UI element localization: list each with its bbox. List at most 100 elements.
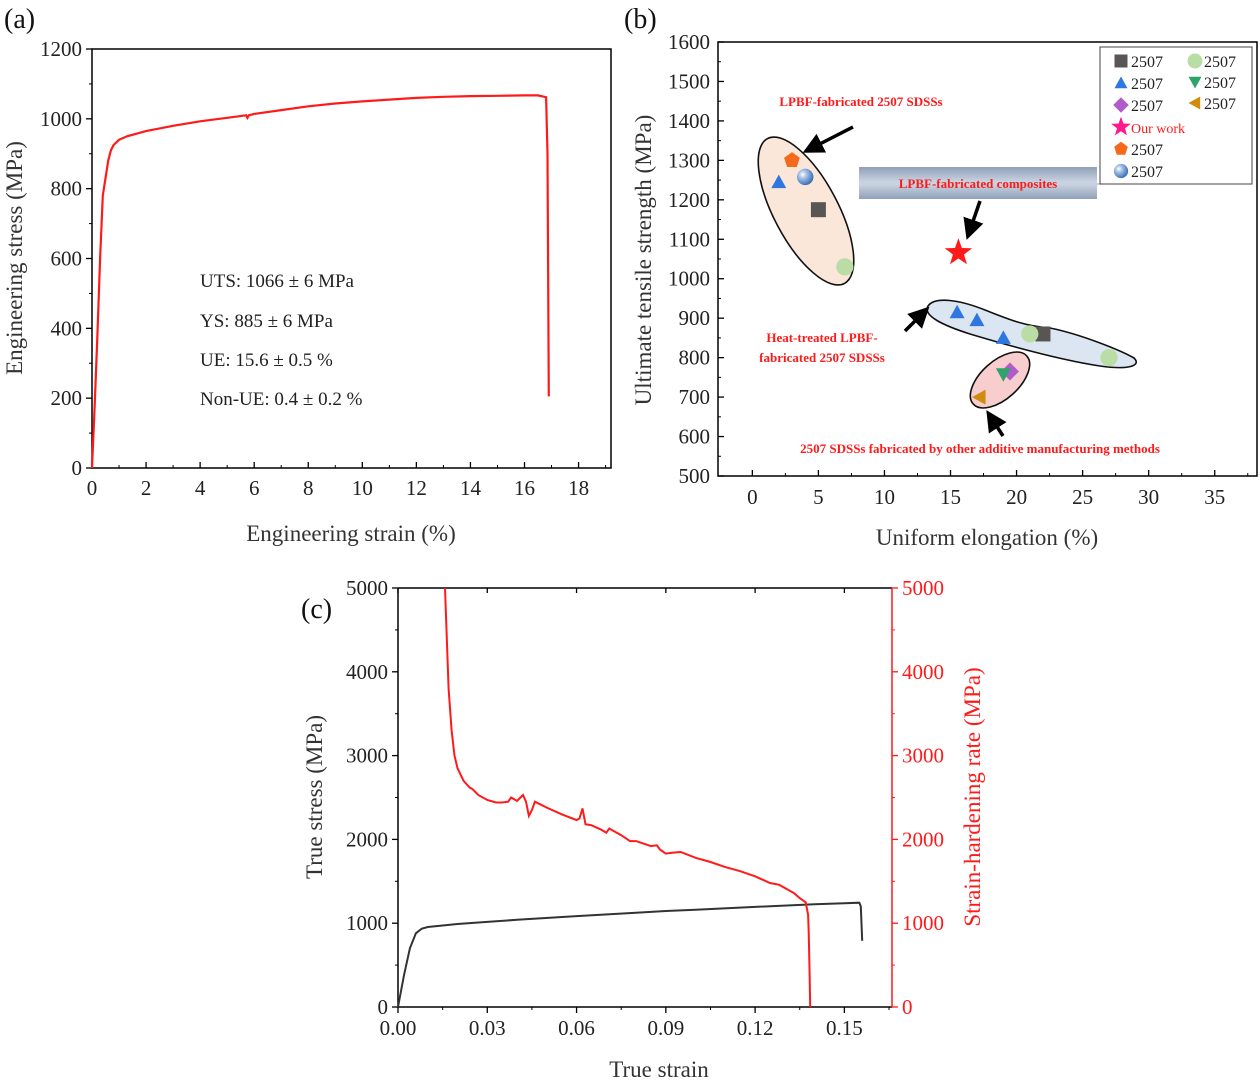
panel-a-y-tick-label: 800 — [51, 177, 83, 201]
legend-marker-sphere — [1113, 163, 1129, 179]
panel-a-stress-strain-curve — [90, 94, 550, 469]
data-point-triangle-up — [995, 330, 1011, 344]
panel-a-y-tick-label: 400 — [51, 316, 83, 340]
panel-b-y-tick-label: 1500 — [668, 69, 710, 93]
panel-b-y-tick-label: 1000 — [668, 267, 710, 291]
panel-a-x-tick-label: 14 — [460, 476, 482, 500]
data-point-pentagon — [784, 152, 800, 167]
legend-label: 2507 — [1131, 76, 1163, 93]
panel-a-x-tick-label: 0 — [87, 476, 98, 500]
legend-label: 2507 — [1131, 54, 1163, 71]
annotation-uts: UTS: 1066 ± 6 MPa — [200, 271, 355, 292]
panel-c-left-y-tick-label: 5000 — [346, 576, 388, 600]
legend-label: 2507 — [1131, 142, 1163, 159]
legend-label: 2507 — [1204, 75, 1236, 92]
panel-b-y-tick-label: 600 — [679, 425, 711, 449]
arrow-to-heat-treated-group — [903, 306, 930, 333]
legend-marker-diamond — [1113, 97, 1129, 113]
panel-b: (b) 0 5 10 15 20 25 30 35 500 600 700 800 900 1000 110… — [624, 4, 1258, 550]
data-point-sphere — [796, 168, 814, 186]
data-point-circle — [1021, 325, 1039, 343]
annotation-composites: LPBF-fabricated composites — [899, 176, 1058, 191]
panel-b-x-tick-label: 10 — [874, 485, 895, 509]
data-point-square — [810, 202, 826, 218]
panel-b-x-tick-label: 15 — [940, 485, 961, 509]
panel-c-right-y-tick-label: 3000 — [902, 744, 944, 768]
panel-b-y-tick-label: 1400 — [668, 109, 710, 133]
panel-b-y-tick-label: 500 — [679, 464, 711, 488]
panel-b-x-tick-label: 25 — [1072, 485, 1093, 509]
panel-b-legend: 2507 2507 2507 Our work 2507 2507 2507 2507 2507 — [1099, 46, 1253, 185]
panel-c-right-y-tick-label: 1000 — [902, 911, 944, 935]
panel-b-y-tick-label: 1100 — [669, 227, 710, 251]
panel-c-x-tick-label: 0.03 — [469, 1016, 506, 1040]
panel-c-left-y-tick-label: 4000 — [346, 660, 388, 684]
panel-c-label: (c) — [301, 594, 332, 625]
data-point-square — [1035, 326, 1051, 342]
panel-c-right-y-tick-label: 0 — [902, 995, 913, 1019]
legend-marker-triangle-up — [1114, 76, 1128, 89]
group-ellipse-lpbf — [757, 136, 855, 286]
panel-c-right-y-tick-label: 4000 — [902, 660, 944, 684]
annotation-non-ue: Non-UE: 0.4 ± 0.2 % — [200, 389, 363, 410]
panel-b-y-tick-label: 700 — [679, 385, 711, 409]
arrow-to-lpbf-group — [802, 125, 854, 153]
panel-c-x-tick-label: 0.15 — [826, 1016, 863, 1040]
group-ellipse-other-am — [969, 351, 1031, 409]
panel-c-right-y-axis-title: Strain-hardening rate (MPa) — [960, 667, 985, 926]
arrow-to-other-am-group — [986, 410, 1007, 437]
panel-c-right-y-tick-label: 2000 — [902, 827, 944, 851]
panel-c-left-y-tick-label: 0 — [378, 995, 389, 1019]
panel-c-left-y-tick-label: 3000 — [346, 744, 388, 768]
data-point-triangle-left — [972, 389, 986, 405]
data-point-circle — [1100, 349, 1118, 367]
true-stress-curve — [397, 901, 864, 1008]
panel-c-x-tick-label: 0.12 — [737, 1016, 774, 1040]
panel-b-y-tick-label: 800 — [679, 346, 711, 370]
panel-a-x-tick-label: 8 — [303, 476, 314, 500]
panel-a-y-tick-label: 1200 — [40, 37, 82, 61]
data-point-triangle-up — [969, 312, 985, 327]
data-point-circle — [836, 258, 854, 276]
data-point-triangle-down — [995, 368, 1011, 382]
panel-c-x-axis-title: True strain — [609, 1057, 709, 1082]
annotation-lpbf-2507: LPBF-fabricated 2507 SDSSs — [779, 94, 942, 109]
panel-a-x-tick-label: 18 — [568, 476, 589, 500]
legend-label: 2507 — [1204, 96, 1236, 113]
panel-a-y-tick-label: 200 — [51, 386, 83, 410]
annotation-other-am: 2507 SDSSs fabricated by other additive … — [800, 441, 1160, 456]
panel-b-label: (b) — [624, 4, 657, 35]
annotation-ue: UE: 15.6 ± 0.5 % — [200, 350, 333, 371]
panel-a-x-tick-label: 4 — [195, 476, 206, 500]
panel-b-y-tick-label: 1600 — [668, 30, 710, 54]
panel-b-x-tick-label: 35 — [1204, 485, 1225, 509]
panel-a-x-tick-label: 6 — [249, 476, 260, 500]
annotation-heat-treated-line1: Heat-treated LPBF- — [766, 330, 877, 345]
legend-label: Our work — [1131, 122, 1185, 137]
panel-c-left-y-axis-title: True stress (MPa) — [302, 715, 327, 879]
legend-marker-star — [1111, 116, 1131, 136]
legend-label: 2507 — [1131, 164, 1163, 181]
panel-a: (a) 0 2 4 6 8 10 12 14 16 18 0 200 400 600 800 1000 1200… — [2, 4, 612, 546]
strain-hardening-rate-curve — [444, 587, 812, 1008]
legend-label: 2507 — [1131, 98, 1163, 115]
panel-b-x-tick-label: 30 — [1138, 485, 1159, 509]
panel-a-x-tick-label: 16 — [514, 476, 535, 500]
legend-label: 2507 — [1204, 54, 1236, 71]
legend-marker-pentagon — [1114, 141, 1128, 155]
panel-c-left-y-tick-label: 1000 — [346, 911, 388, 935]
panel-b-x-tick-label: 0 — [747, 485, 758, 509]
panel-a-x-tick-label: 10 — [352, 476, 373, 500]
data-point-triangle-up — [949, 304, 965, 319]
panel-c: (c) 0.00 0.03 0.06 0.09 0.12 0.15 0 0 1000 1000 20… — [301, 576, 985, 1082]
panel-b-y-axis-title: Ultimate tensile strength (MPa) — [631, 115, 656, 406]
panel-b-y-tick-label: 1200 — [668, 188, 710, 212]
panel-a-x-tick-label: 12 — [406, 476, 427, 500]
panel-b-x-tick-label: 20 — [1006, 485, 1027, 509]
panel-b-x-axis-title: Uniform elongation (%) — [876, 525, 1098, 550]
panel-a-x-axis-title: Engineering strain (%) — [246, 521, 455, 546]
legend-marker-square — [1114, 54, 1128, 68]
panel-b-x-tick-label: 5 — [813, 485, 824, 509]
panel-c-right-y-tick-label: 5000 — [902, 576, 944, 600]
